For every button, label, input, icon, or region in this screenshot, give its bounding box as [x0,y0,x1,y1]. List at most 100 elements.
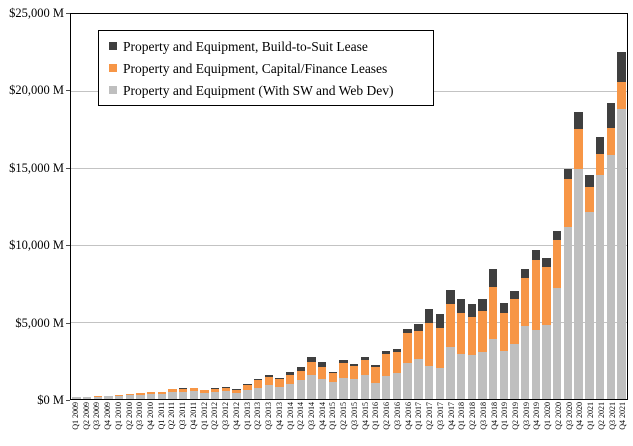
x-tick-label: Q2 2018 [468,402,478,430]
bar-segment [478,351,487,399]
bar-segment [531,330,541,399]
x-tick-label: Q4 2010 [146,402,155,430]
bar-segment [253,387,263,399]
bar-segment [285,375,295,385]
bar-Q3-2019 [520,14,531,399]
bar-segment [232,389,241,394]
bar-segment [585,174,594,187]
bar-segment [424,365,434,399]
bar-Q1-2019 [499,14,510,399]
legend-swatch-icon [109,64,117,72]
x-tick-label: Q1 2019 [500,402,510,430]
bar-segment [360,375,370,399]
x-tick-cell: Q2 2021 [596,402,607,446]
bar-segment [574,112,583,129]
bar-segment [253,380,263,388]
bar-Q4-2020 [573,14,584,399]
x-tick-label: Q4 2009 [103,402,113,430]
bar-segment [467,317,476,356]
x-tick-cell: Q4 2016 [403,402,414,446]
bar-segment [414,359,423,399]
x-tick-label: Q2 2017 [425,402,435,430]
bar-Q2-2018 [466,14,477,399]
bar-segment [414,324,423,332]
bar-Q2-2017 [424,14,435,399]
bar-segment [211,388,220,392]
bar-segment [574,169,583,399]
bar-segment [456,312,466,354]
x-tick-label: Q4 2019 [532,402,542,430]
x-tick-label: Q4 2014 [317,402,327,430]
bar-segment [478,311,487,352]
x-tick-label: Q1 2017 [414,402,424,430]
y-tick-label: $0 M [37,393,64,407]
x-tick-label: Q4 2016 [403,402,413,430]
bar-Q4-2013 [274,14,285,399]
x-tick-label: Q2 2021 [596,402,606,430]
bar-Q4-2016 [402,14,413,399]
x-tick-cell: Q1 2019 [499,402,510,446]
x-tick-label: Q2 2011 [167,402,177,430]
bar-Q2-2009 [82,14,93,399]
bar-segment [350,378,359,399]
bar-segment [531,259,541,331]
bar-segment [553,240,562,288]
x-tick-label: Q2 2016 [382,402,392,430]
bar-Q4-2015 [360,14,371,399]
bar-segment [264,377,273,386]
x-tick-cell: Q4 2021 [617,402,628,446]
x-tick-cell: Q2 2014 [295,402,306,446]
x-tick-cell: Q2 2017 [424,402,435,446]
bar-segment [211,387,220,389]
x-tick-label: Q2 2020 [553,402,563,430]
bar-segment [157,393,166,399]
x-tick-cell: Q2 2018 [467,402,478,446]
bar-segment [93,396,102,397]
y-tick-label: $25,000 M [9,6,64,20]
legend-entry: Property and Equipment, Capital/Finance … [109,61,433,76]
bar-segment [371,365,380,368]
bar-segment [93,396,102,399]
bar-segment [488,268,498,288]
x-tick-cell: Q3 2016 [392,402,403,446]
x-tick-cell: Q1 2018 [456,402,467,446]
x-tick-cell: Q1 2015 [328,402,339,446]
legend-entry: Property and Equipment, Build-to-Suit Le… [109,39,433,54]
bar-segment [435,314,444,328]
bar-segment [104,396,113,399]
x-tick-label: Q1 2010 [113,402,123,430]
legend-box: Property and Equipment, Build-to-Suit Le… [98,30,434,106]
x-tick-label: Q1 2011 [156,402,166,430]
bar-Q4-2011 [189,14,200,399]
x-axis-labels: Q1 2009 Q2 2009 Q3 2009 Q4 2009 Q1 2010 Q2 20… [70,402,628,446]
bar-Q1-2014 [285,14,296,399]
bar-segment [392,373,402,399]
bar-Q1-2010 [114,14,125,399]
bar-Q4-2019 [531,14,542,399]
y-tick-label: $20,000 M [9,83,64,98]
bar-segment [595,175,605,399]
bar-segment [307,362,316,376]
bar-Q1-2018 [456,14,467,399]
bar-segment [264,385,273,399]
bar-segment [403,333,412,363]
bar-segment [499,350,508,399]
bar-segment [232,393,241,399]
bar-segment [114,395,124,399]
x-tick-cell: Q4 2010 [145,402,156,446]
bar-segment [371,383,380,399]
bar-segment [392,348,402,352]
y-tick-label: $5,000 M [15,315,64,330]
x-tick-label: Q1 2015 [328,402,338,430]
bar-segment [414,331,423,360]
x-tick-cell: Q2 2013 [252,402,263,446]
bar-segment [339,377,348,399]
x-tick-label: Q3 2019 [521,402,531,430]
x-tick-label: Q1 2014 [285,402,295,430]
bar-segment [617,51,626,83]
bar-segment [553,231,562,241]
bar-segment [553,287,562,399]
bar-segment [168,389,177,393]
x-tick-label: Q4 2011 [188,402,198,430]
